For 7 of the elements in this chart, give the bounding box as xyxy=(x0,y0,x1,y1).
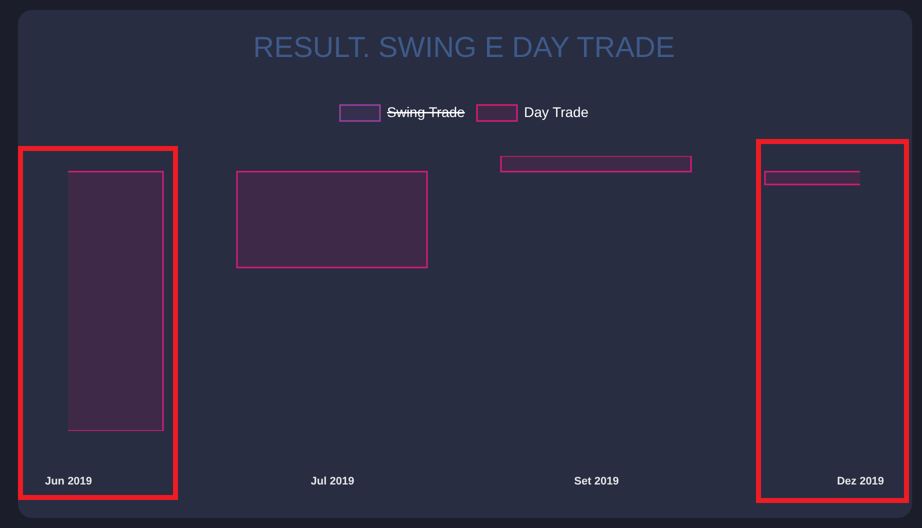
legend-label: Day Trade xyxy=(524,104,589,120)
x-tick-label: Jul 2019 xyxy=(310,476,354,488)
chart-title: RESULT. SWING E DAY TRADE xyxy=(253,32,675,64)
legend-label: Swing Trade xyxy=(387,104,466,120)
x-tick-label: Jun 2019 xyxy=(44,476,92,488)
x-tick-label: Set 2019 xyxy=(574,476,619,488)
x-tick-label: Dez 2019 xyxy=(836,476,884,488)
